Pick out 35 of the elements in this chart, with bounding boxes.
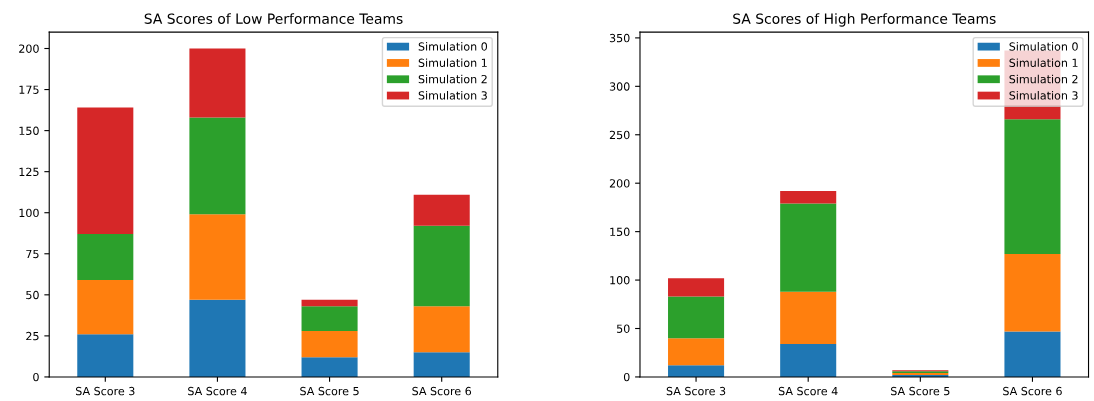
- y-tick-label: 350: [609, 33, 630, 43]
- x-tick-label: SA Score 4: [188, 386, 247, 396]
- y-tick-label: 200: [19, 44, 39, 53]
- x-tick-label: SA Score 5: [300, 386, 359, 396]
- chart-title: SA Scores of High Performance Teams: [733, 13, 996, 27]
- chart-title: SA Scores of Low Performance Teams: [144, 13, 403, 24]
- y-tick-label: 200: [609, 179, 630, 188]
- y-tick-label: 75: [26, 249, 39, 259]
- y-tick-label: 125: [19, 167, 39, 177]
- x-tick-label: SA Score 5: [891, 386, 950, 396]
- y-tick-label: 100: [19, 208, 39, 218]
- x-tick-label: SA Score 4: [778, 386, 838, 396]
- legend-label: Simulation 0: [418, 42, 488, 51]
- y-tick-label: 50: [26, 290, 39, 300]
- x-tick-label: SA Score 6: [412, 386, 472, 396]
- y-tick-label: 50: [616, 324, 630, 333]
- legend-label: Simulation 2: [418, 74, 487, 84]
- y-tick-label: 150: [19, 126, 39, 135]
- legend-label: Simulation 2: [1009, 74, 1078, 84]
- y-tick-label: 0: [623, 372, 630, 382]
- y-tick-label: 150: [610, 227, 630, 237]
- y-tick-label: 250: [609, 130, 630, 140]
- y-tick-label: 175: [19, 85, 39, 94]
- y-tick-label: 25: [26, 331, 39, 341]
- y-tick-label: 100: [610, 276, 630, 285]
- legend-label: Simulation 0: [1009, 42, 1078, 51]
- legend-label: Simulation 1: [418, 58, 487, 67]
- legend-label: Simulation 3: [418, 91, 487, 100]
- x-tick-label: SA Score 3: [75, 386, 135, 396]
- x-tick-label: SA Score 3: [666, 386, 726, 396]
- y-tick-label: 300: [609, 82, 630, 91]
- y-tick-label: 0: [33, 372, 39, 382]
- x-tick-label: SA Score 6: [1003, 386, 1062, 396]
- legend-label: Simulation 3: [1009, 91, 1078, 100]
- legend-label: Simulation 1: [1009, 58, 1078, 67]
